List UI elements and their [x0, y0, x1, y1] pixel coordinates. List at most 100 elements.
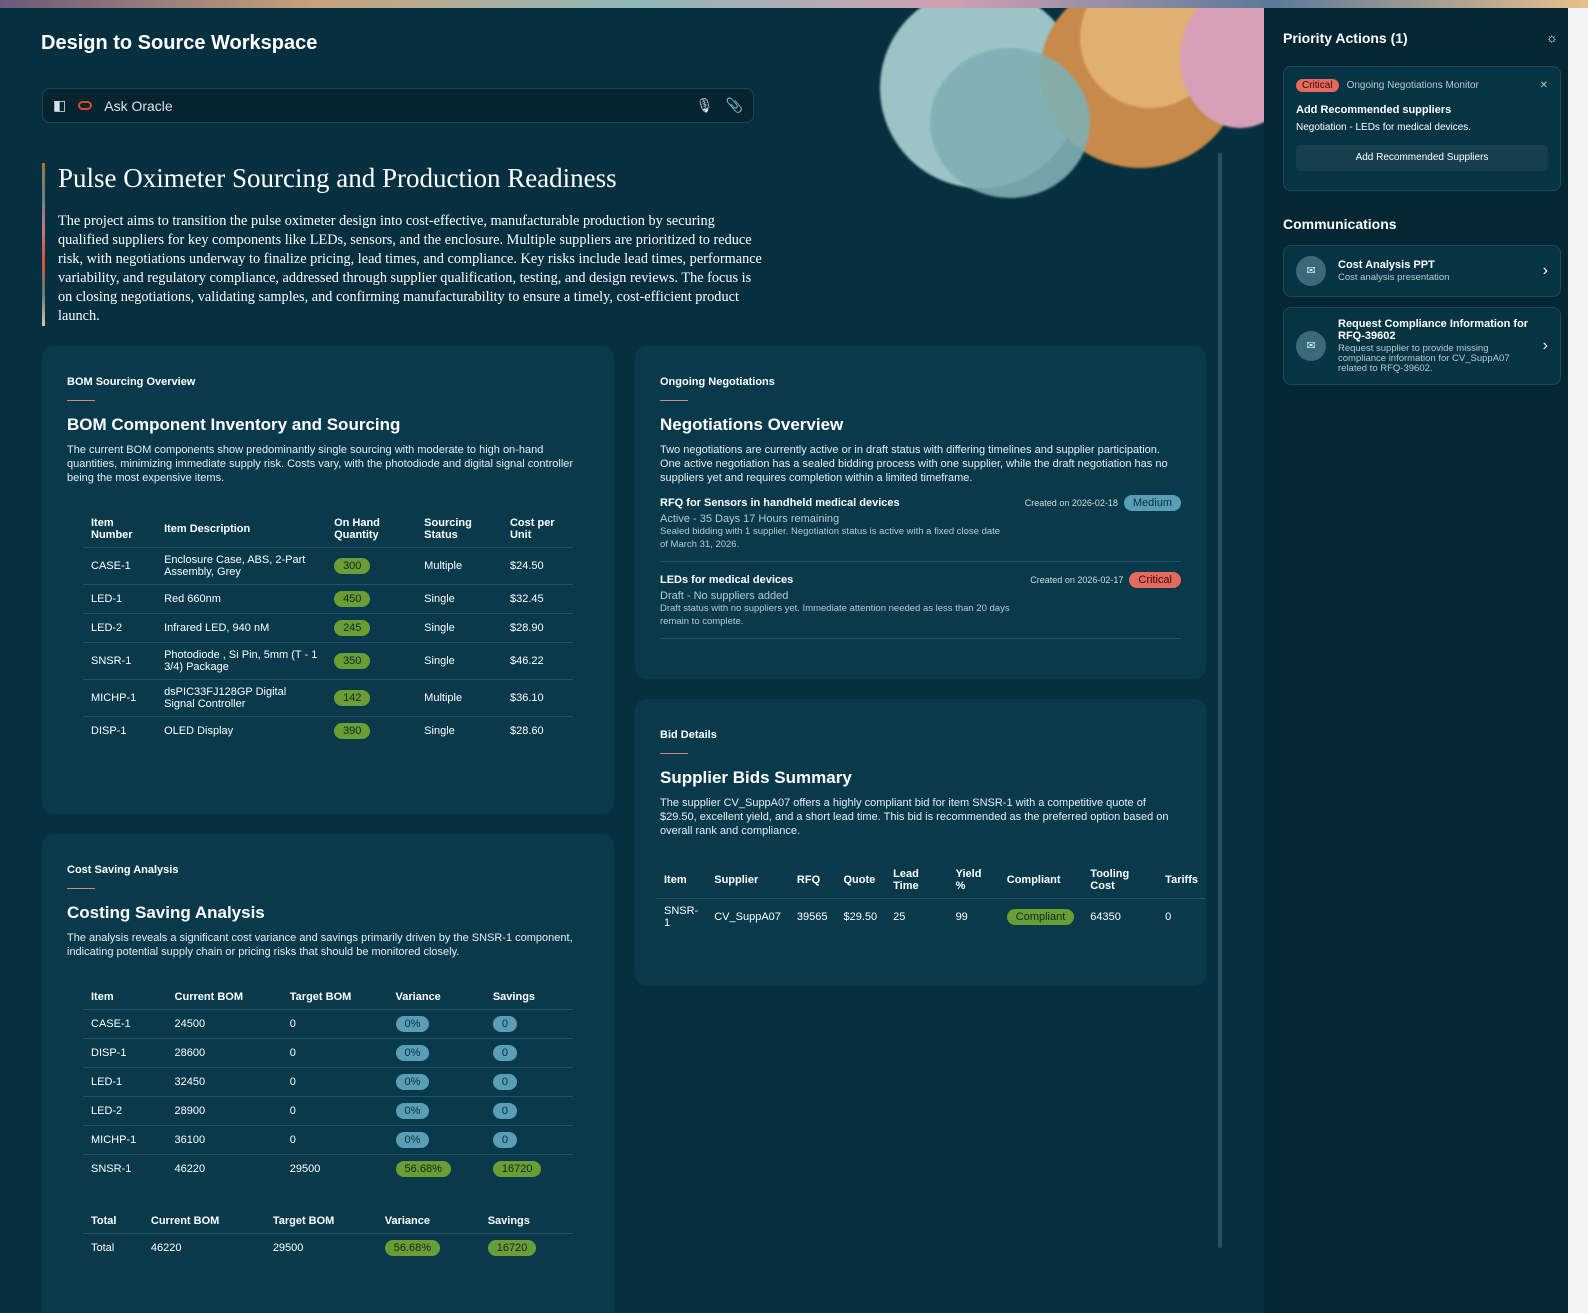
card-label: BOM Sourcing Overview — [67, 376, 196, 388]
table-cell: SNSR-1 — [83, 1154, 167, 1183]
microphone-icon[interactable]: 🎙 — [695, 97, 714, 113]
negotiation-item[interactable]: RFQ for Sensors in handheld medical devi… — [660, 485, 1181, 562]
mail-icon: ✉ — [1296, 331, 1326, 361]
communications-title: Communications — [1283, 216, 1397, 232]
table-cell: OLED Display — [156, 716, 327, 745]
variance-badge: 0% — [395, 1103, 430, 1119]
project-summary: Pulse Oximeter Sourcing and Production R… — [42, 163, 762, 326]
page-title: Design to Source Workspace — [41, 32, 318, 54]
table-row: DISP-1 OLED Display 390 Single $28.60 — [83, 716, 573, 745]
column-header: Current BOM — [174, 991, 243, 1003]
table-cell: $32.45 — [501, 584, 573, 614]
attachment-icon[interactable]: 📎 — [725, 97, 743, 113]
column-header: Compliant — [1006, 874, 1061, 886]
table-cell: 0 — [1157, 898, 1206, 935]
savings-badge: 0 — [492, 1074, 517, 1090]
negotiations-card: Ongoing Negotiations Negotiations Overvi… — [635, 346, 1206, 679]
column-header: On Hand Quantity — [334, 517, 380, 541]
table-row: LED-2 Infrared LED, 940 nM 245 Single $28.90 — [83, 613, 573, 643]
table-cell: LED-1 — [83, 1067, 167, 1097]
column-header: Supplier — [714, 874, 759, 886]
table-cell: 0 — [281, 1038, 388, 1068]
table-row: LED-2 28900 0 0% 0 — [83, 1096, 573, 1126]
table-cell: $46.22 — [501, 642, 573, 680]
column-header: RFQ — [796, 874, 821, 886]
negotiation-status: Active - 35 Days 17 Hours remaining — [660, 513, 840, 525]
total-badge: 16720 — [487, 1240, 537, 1256]
scrollbar[interactable] — [1218, 153, 1222, 1248]
table-cell: 46220 — [166, 1154, 282, 1183]
table-cell: dsPIC33FJ128GP Digital Signal Controller — [156, 679, 327, 717]
quantity-badge: 450 — [334, 591, 371, 607]
ask-input[interactable]: Ask Oracle — [104, 97, 173, 114]
column-header: Item Description — [164, 523, 251, 535]
sidebar-toggle-icon[interactable]: ◧ — [53, 97, 67, 113]
priority-action-card: Critical Ongoing Negotiations Monitor ✕ … — [1283, 66, 1561, 191]
savings-badge: 16720 — [492, 1161, 542, 1177]
column-header: Item — [91, 991, 114, 1003]
main-workspace: Design to Source Workspace ◧ Ask Oracle … — [0, 8, 1264, 1313]
created-date: Created on 2026-02-17 — [1030, 575, 1124, 585]
table-cell: 99 — [947, 898, 999, 935]
close-icon[interactable]: ✕ — [1539, 80, 1548, 91]
column-header: Savings — [487, 1215, 530, 1227]
chevron-right-icon[interactable]: › — [1542, 262, 1548, 279]
project-title: Pulse Oximeter Sourcing and Production R… — [58, 163, 617, 193]
table-cell: Enclosure Case, ABS, 2-Part Assembly, Gr… — [156, 547, 327, 585]
column-header: Yield % — [955, 868, 982, 892]
table-cell: 0 — [281, 1125, 388, 1155]
compliant-badge: Compliant — [1006, 909, 1075, 925]
table-cell: 36100 — [166, 1125, 282, 1155]
table-cell: SNSR-1 — [83, 642, 157, 680]
oracle-logo-icon — [78, 101, 93, 110]
table-cell: 25 — [885, 898, 948, 935]
chevron-right-icon[interactable]: › — [1542, 337, 1548, 354]
negotiation-title[interactable]: LEDs for medical devices — [660, 574, 794, 586]
table-row: MICHP-1 dsPIC33FJ128GP Digital Signal Con… — [83, 679, 573, 717]
settings-icon[interactable]: ☼ — [1546, 30, 1558, 45]
communication-item[interactable]: ✉ Request Compliance Information for RFQ… — [1283, 307, 1561, 385]
variance-badge: 0% — [395, 1074, 430, 1090]
table-cell: CV_SuppA07 — [706, 898, 789, 935]
quantity-badge: 390 — [334, 723, 371, 739]
add-recommended-suppliers-button[interactable]: Add Recommended Suppliers — [1296, 145, 1548, 171]
negotiation-detail: Draft status with no suppliers yet. Imme… — [660, 603, 1010, 627]
quantity-badge: 142 — [334, 690, 371, 706]
column-header: Target BOM — [289, 991, 352, 1003]
column-header: Lead Time — [893, 868, 919, 892]
negotiation-detail: Sealed bidding with 1 supplier. Negotiat… — [660, 526, 1001, 550]
variance-badge: 0% — [395, 1045, 430, 1061]
table-row: MICHP-1 36100 0 0% 0 — [83, 1125, 573, 1155]
card-label: Cost Saving Analysis — [67, 864, 179, 876]
negotiation-status: Draft - No suppliers added — [660, 590, 789, 602]
priority-actions-title: Priority Actions (1) — [1283, 30, 1408, 46]
cost-table: Item Current BOM Target BOM Variance Savings… — [83, 985, 573, 1183]
priority-badge: Critical — [1129, 572, 1181, 588]
table-cell: 29500 — [281, 1154, 388, 1183]
card-description: Two negotiations are currently active or… — [660, 444, 1168, 484]
card-title: BOM Component Inventory and Sourcing — [67, 415, 401, 434]
ask-oracle-bar[interactable]: ◧ Ask Oracle 🎙 📎 — [42, 88, 754, 123]
table-cell: 28900 — [166, 1096, 282, 1126]
table-cell: CASE-1 — [83, 1009, 167, 1039]
table-cell: $28.90 — [501, 613, 573, 643]
table-cell: Single — [416, 642, 502, 680]
card-label: Ongoing Negotiations — [660, 376, 775, 388]
column-header: Quote — [843, 874, 876, 886]
communication-title: Cost Analysis PPT — [1338, 259, 1435, 271]
table-row: SNSR-1 Photodiode , Si Pin, 5mm (T - 1 3/… — [83, 642, 573, 680]
column-header: Item Number — [91, 517, 133, 541]
table-cell: Total — [83, 1233, 143, 1262]
table-cell: DISP-1 — [83, 1038, 167, 1068]
right-panel: Priority Actions (1) ☼ Critical Ongoing … — [1264, 8, 1568, 1313]
column-header: Total — [91, 1215, 117, 1227]
table-cell: DISP-1 — [83, 716, 157, 745]
negotiation-title[interactable]: RFQ for Sensors in handheld medical devi… — [660, 497, 900, 509]
variance-badge: 0% — [395, 1132, 430, 1148]
card-description: The supplier CV_SuppA07 offers a highly … — [660, 797, 1169, 837]
table-cell: $36.10 — [501, 679, 573, 717]
negotiation-item[interactable]: LEDs for medical devices Draft - No supp… — [660, 562, 1181, 639]
communication-item[interactable]: ✉ Cost Analysis PPT Cost analysis presen… — [1283, 245, 1561, 297]
quantity-badge: 350 — [334, 653, 371, 669]
table-row: LED-1 32450 0 0% 0 — [83, 1067, 573, 1097]
